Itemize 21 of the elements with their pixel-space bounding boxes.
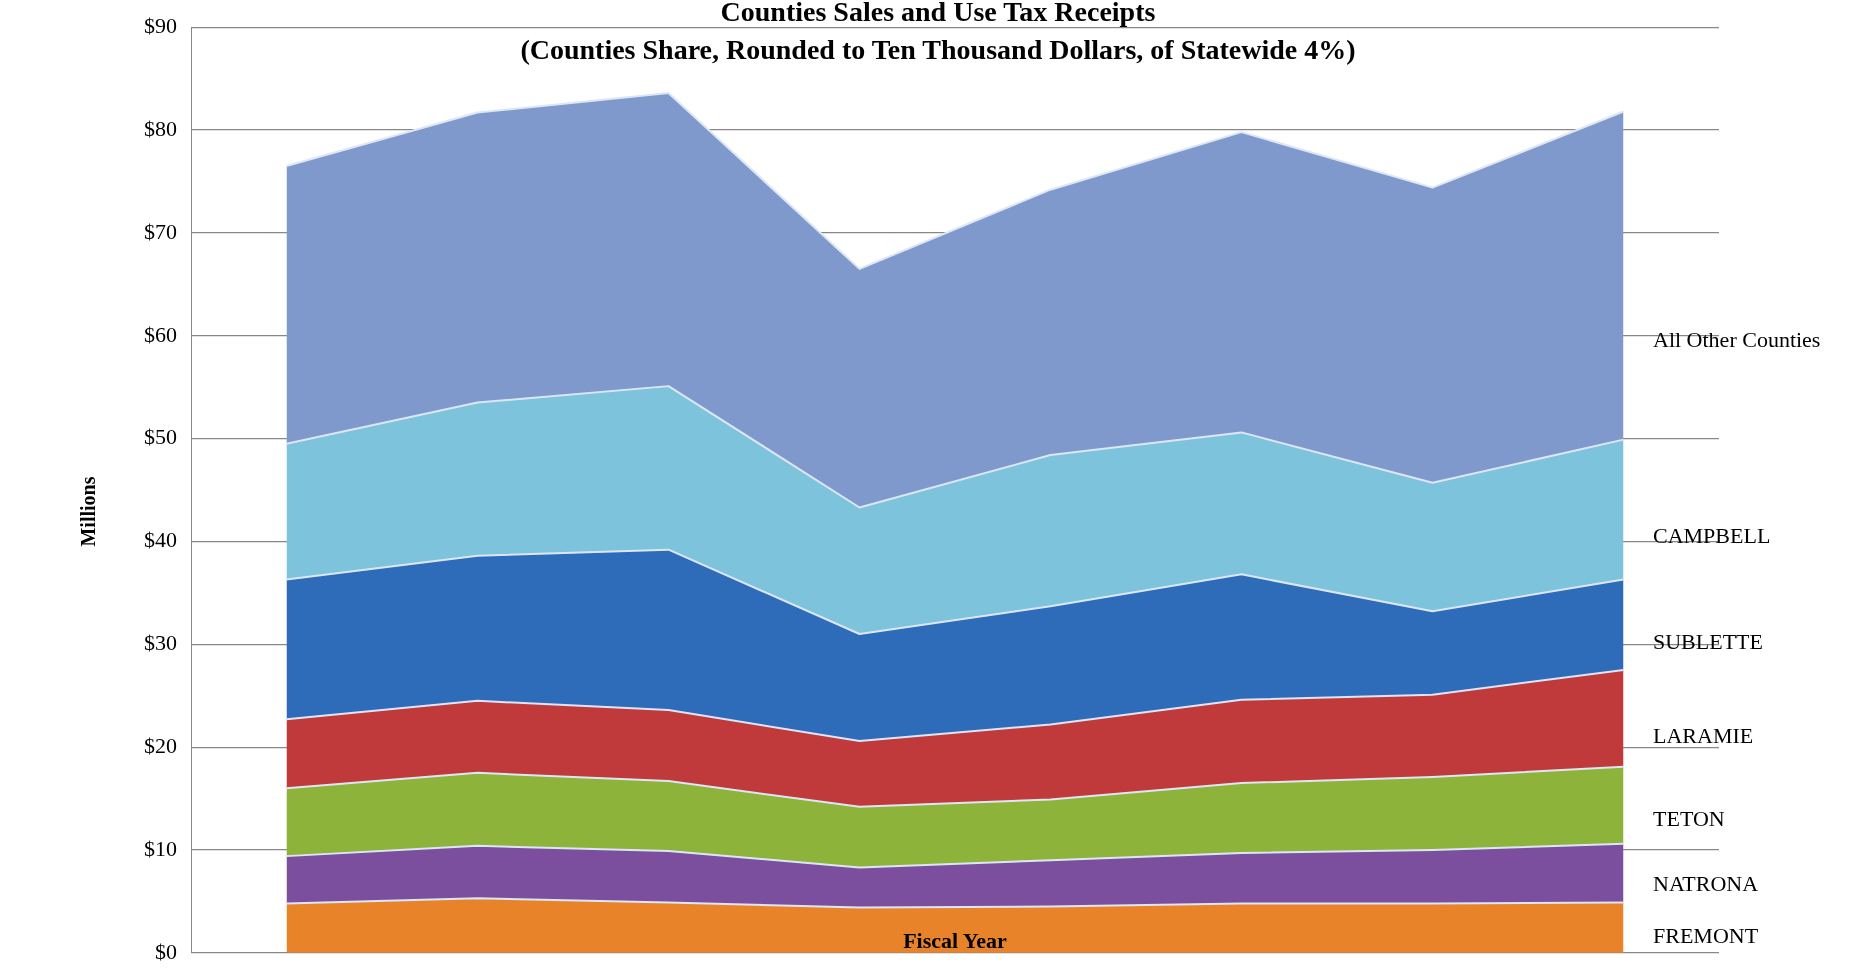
y-tick-label: $20: [144, 732, 177, 758]
series-label: NATRONA: [1653, 870, 1759, 896]
y-tick-label: $30: [144, 630, 177, 656]
y-tick-label: $80: [144, 115, 177, 141]
y-tick-label: $10: [144, 835, 177, 861]
series-label: FREMONT: [1653, 923, 1759, 949]
chart-subtitle: (Counties Share, Rounded to Ten Thousand Dollars, of Statewide 4%): [520, 34, 1356, 65]
x-axis-title: Fiscal Year: [903, 928, 1007, 953]
y-tick-label: $0: [155, 938, 177, 964]
series-label: All Other Counties: [1653, 326, 1821, 352]
series-label: TETON: [1653, 806, 1725, 832]
series-label: CAMPBELL: [1653, 523, 1771, 549]
series-label: SUBLETTE: [1653, 628, 1763, 654]
chart-title: Counties Sales and Use Tax Receipts: [720, 0, 1156, 27]
y-tick-label: $50: [144, 424, 177, 450]
y-axis-title: Millions: [76, 475, 100, 549]
y-tick-label: $90: [144, 12, 177, 38]
series-label: LARAMIE: [1653, 723, 1754, 749]
y-tick-label: $60: [144, 321, 177, 347]
y-tick-label: $70: [144, 218, 177, 244]
y-tick-label: $40: [144, 527, 177, 553]
